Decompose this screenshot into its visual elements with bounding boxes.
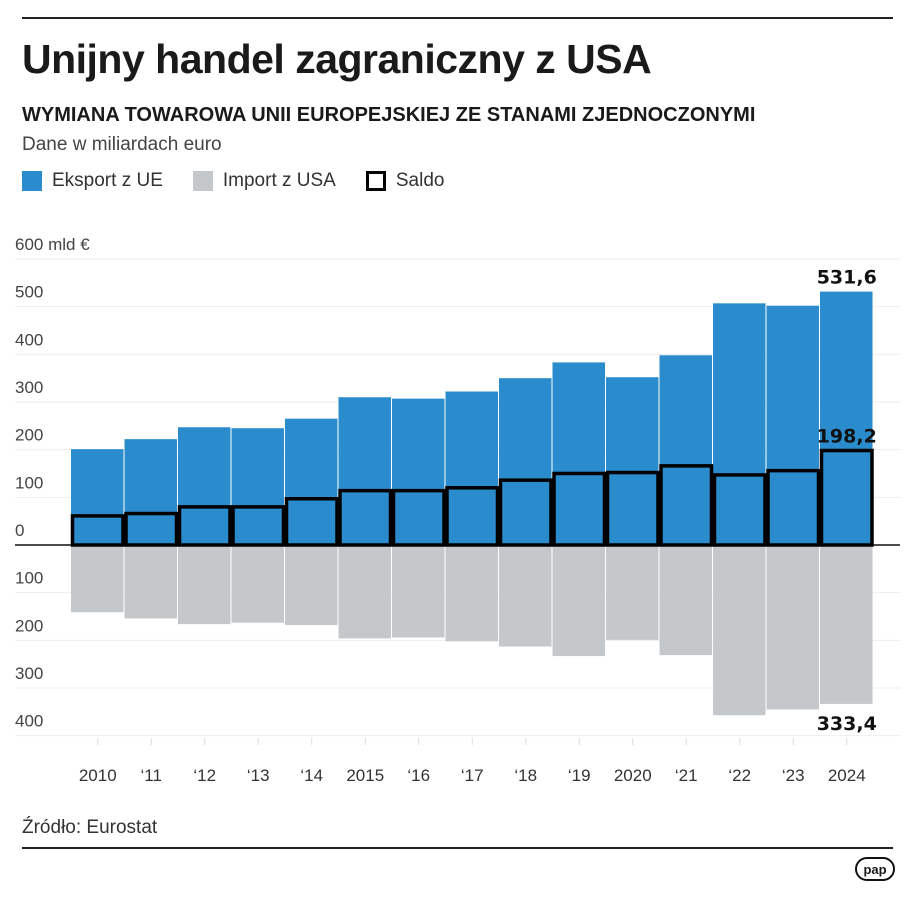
- legend-saldo: Saldo: [365, 170, 445, 192]
- export-bar: [766, 305, 819, 545]
- x-tick-label: ‘19: [568, 766, 591, 785]
- x-tick-label: 2010: [79, 766, 117, 785]
- y-tick-label: 300: [15, 378, 43, 397]
- import-bar: [659, 545, 712, 656]
- legend-label: Eksport z UE: [52, 170, 163, 191]
- saldo-bar: [445, 486, 500, 547]
- y-tick-label: 100: [15, 473, 43, 492]
- x-tick-label: ‘11: [141, 766, 162, 785]
- export-bar: [231, 428, 284, 545]
- saldo-bar: [498, 478, 553, 547]
- x-tick-label: ‘12: [193, 766, 216, 785]
- saldo-bar: [284, 497, 339, 547]
- x-tick-label: 2020: [614, 766, 652, 785]
- export-bar: [552, 362, 605, 545]
- top-rule: [22, 17, 893, 19]
- import-bar: [820, 545, 873, 704]
- y-tick-label: 500: [15, 283, 43, 302]
- y-tick-label: 200: [15, 616, 43, 635]
- saldo-bar: [766, 468, 821, 547]
- chart-subtitle: WYMIANA TOWAROWA UNII EUROPEJSKIEJ ZE ST…: [22, 104, 756, 126]
- unit-note: Dane w miliardach euro: [22, 134, 222, 155]
- x-tick-label: ‘13: [247, 766, 270, 785]
- saldo-bar: [70, 514, 125, 547]
- x-tick-label: ‘14: [300, 766, 323, 785]
- import-bar: [285, 545, 338, 626]
- saldo-bar: [124, 511, 179, 547]
- import-bar: [231, 545, 284, 623]
- export-bar: [445, 391, 498, 545]
- y-tick-label: 100: [15, 569, 43, 588]
- data-label-export: 531,6: [817, 267, 877, 289]
- x-tick-label: ‘21: [675, 766, 698, 785]
- y-tick-label: 0: [15, 521, 24, 540]
- export-bar: [71, 449, 124, 545]
- y-tick-label: 400: [15, 330, 43, 349]
- y-tick-label: 400: [15, 712, 43, 731]
- pap-logo: pap: [855, 857, 895, 881]
- export-bar: [606, 377, 659, 545]
- import-bar: [71, 545, 124, 613]
- saldo-bar: [659, 464, 714, 547]
- legend-label: Saldo: [395, 170, 445, 191]
- saldo-bar: [177, 505, 232, 547]
- saldo-bar: [231, 505, 286, 547]
- data-label-import: 333,4: [817, 713, 877, 735]
- legend: Eksport z UE Import z USA Saldo: [22, 170, 474, 192]
- export-bar: [178, 427, 231, 545]
- saldo-bar: [819, 448, 874, 547]
- export-bar: [285, 418, 338, 545]
- import-bar: [445, 545, 498, 642]
- export-bar: [659, 355, 712, 545]
- legend-swatch-export: [22, 171, 42, 191]
- import-bar: [606, 545, 659, 640]
- x-tick-label: ‘23: [782, 766, 805, 785]
- y-tick-label: 600 mld €: [15, 235, 90, 254]
- import-bar: [713, 545, 766, 716]
- import-bar: [124, 545, 177, 619]
- legend-label: Import z USA: [222, 170, 336, 191]
- import-bar: [178, 545, 231, 625]
- export-bar: [713, 303, 766, 545]
- import-bar: [338, 545, 391, 639]
- legend-swatch-import: [192, 171, 213, 191]
- import-bar: [499, 545, 552, 647]
- x-tick-label: 2024: [828, 766, 866, 785]
- saldo-bar: [605, 470, 660, 547]
- saldo-bar: [712, 473, 767, 547]
- saldo-bar: [391, 488, 446, 547]
- import-bar: [766, 545, 819, 710]
- x-tick-label: 2015: [346, 766, 384, 785]
- x-tick-label: ‘16: [407, 766, 430, 785]
- bottom-rule: [22, 847, 893, 849]
- y-tick-label: 300: [15, 664, 43, 683]
- export-bar: [499, 378, 552, 545]
- export-bar: [820, 291, 873, 545]
- y-tick-label: 200: [15, 426, 43, 445]
- import-bar: [392, 545, 445, 638]
- x-tick-label: ‘17: [461, 766, 484, 785]
- x-tick-label: ‘22: [728, 766, 751, 785]
- data-label-saldo: 198,2: [817, 426, 877, 448]
- export-bar: [392, 398, 445, 545]
- export-bar: [338, 397, 391, 545]
- source: Źródło: Eurostat: [22, 817, 158, 838]
- saldo-bar: [552, 471, 607, 547]
- saldo-bar: [338, 488, 393, 547]
- legend-export: Eksport z UE: [22, 170, 163, 192]
- chart-title: Unijny handel zagraniczny z USA: [22, 36, 652, 82]
- import-bar: [552, 545, 605, 657]
- legend-import: Import z USA: [192, 170, 336, 192]
- x-tick-label: ‘18: [514, 766, 537, 785]
- export-bar: [124, 439, 177, 545]
- legend-swatch-saldo: [365, 171, 386, 191]
